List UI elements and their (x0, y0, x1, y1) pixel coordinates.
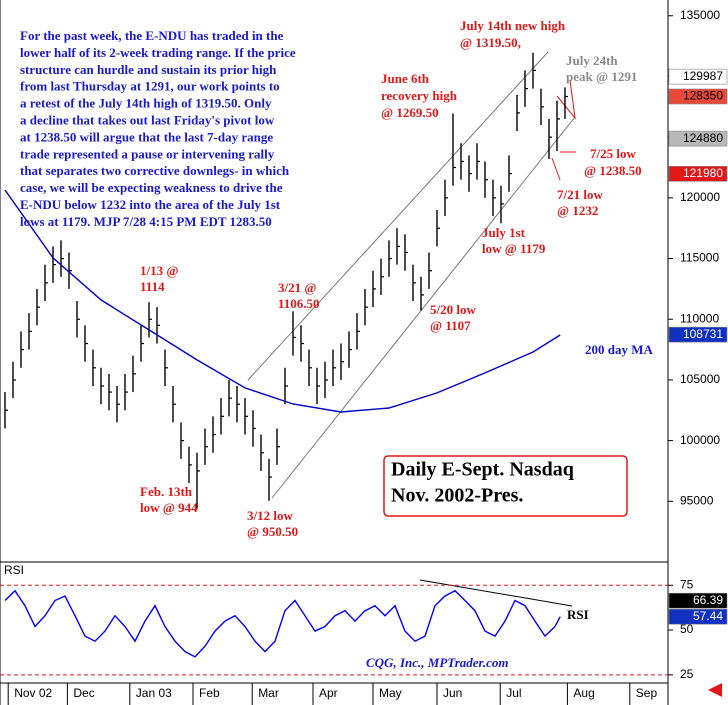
value-marker (668, 608, 728, 625)
x-tick-label: Jul (506, 686, 521, 700)
pointer (551, 157, 561, 181)
source: CQG, Inc., MPTrader.com (366, 655, 509, 670)
annotation: low @ 1179 (482, 241, 546, 256)
panel-label: RSI (4, 563, 24, 577)
value-marker-label: 128350 (683, 89, 723, 103)
annotation: @ 1269.50 (381, 105, 439, 120)
annotation: recovery high (381, 88, 458, 103)
x-tick-label: Jun (443, 686, 462, 700)
x-tick-label: Dec (73, 686, 94, 700)
y-tick-label: 75 (680, 577, 694, 591)
y-tick-label: 95000 (680, 493, 714, 507)
y-tick-label: 105000 (680, 372, 720, 386)
annotation: @ 1238.50 (584, 163, 642, 178)
annotation: Feb. 13th (140, 484, 193, 499)
channel-lower (271, 116, 576, 499)
chart-title: Daily E-Sept. Nasdaq (391, 459, 574, 481)
value-marker-label: 121980 (683, 166, 723, 180)
annotation: July 14th new high (460, 18, 566, 33)
value-marker-label: 66.39 (693, 593, 723, 607)
rsi-trendline (419, 579, 573, 607)
annotation: low @ 944 (140, 500, 198, 515)
annotation: 5/20 low (430, 302, 476, 317)
scroll-arrow (708, 683, 722, 697)
y-tick-label: 115000 (680, 251, 719, 265)
value-marker (668, 68, 728, 85)
value-marker (668, 130, 728, 147)
series-label: RSI (567, 607, 589, 622)
x-tick-label: May (379, 686, 402, 700)
y-tick-label: 100000 (680, 433, 720, 447)
annotation: lower half of its 2-week trading range. … (20, 45, 296, 60)
pointer (556, 79, 576, 120)
y-tick-label: 50 (680, 622, 694, 636)
value-marker (668, 592, 728, 609)
y-tick-label: 135000 (680, 8, 720, 22)
annotation: 3/12 low (247, 508, 293, 523)
series-line (4, 189, 561, 413)
annotation: peak @ 1291 (566, 69, 637, 84)
value-marker-label: 124880 (683, 131, 723, 145)
annotation: a decline that takes out last Friday's p… (20, 112, 275, 127)
y-tick-label: 120000 (680, 190, 720, 204)
x-tick-label: Nov 02 (14, 686, 52, 700)
annotation: trade represented a pause or intervening… (20, 146, 275, 161)
annotation: 7/25 low (590, 146, 636, 161)
x-tick-label: Aug (573, 686, 594, 700)
annotation: from last Thursday at 1291, our work poi… (20, 79, 280, 94)
annotation: at 1238.50 will argue that the last 7-da… (20, 129, 273, 144)
annotation: that separates two corrective downlegs- … (20, 163, 290, 178)
title-box (383, 455, 628, 517)
x-tick-label: Mar (258, 686, 279, 700)
value-marker (668, 166, 728, 182)
annotation: E-NDU below 1232 into the area of the Ju… (20, 197, 281, 212)
annotation: June 6th (381, 71, 430, 86)
annotation: @ 1319.50, (460, 35, 521, 50)
x-tick-label: Feb (199, 686, 220, 700)
annotation: 200 day MA (585, 342, 654, 357)
annotation: @ 950.50 (247, 524, 298, 539)
x-tick-label: Apr (319, 686, 338, 700)
annotation: 7/21 low (557, 187, 603, 202)
value-marker-label: 108731 (683, 327, 723, 341)
x-tick-label: Jan 03 (136, 686, 172, 700)
chart-title: Nov. 2002-Pres. (391, 485, 523, 507)
annotation: a retest of the July 14th high of 1319.5… (20, 96, 272, 111)
annotation: @ 1232 (557, 203, 598, 218)
annotation: case, we will be expecting weakness to d… (20, 180, 283, 195)
value-marker-label: 57.44 (693, 609, 723, 623)
x-tick-label: Sep (636, 686, 658, 700)
annotation: 1106.50 (278, 296, 320, 311)
y-tick-label: 110000 (680, 311, 719, 325)
y-tick-label: 25 (680, 667, 694, 681)
value-marker-label: 129987 (683, 69, 723, 83)
annotation: 3/21 @ (278, 280, 316, 295)
annotation: 1/13 @ (140, 263, 178, 278)
channel-upper (247, 51, 549, 381)
value-marker (668, 326, 728, 343)
annotation: @ 1107 (430, 318, 471, 333)
annotation: lows at 1179. MJP 7/28 4:15 PM EDT 1283.… (20, 214, 272, 229)
series-line (4, 589, 561, 658)
annotation: 1114 (140, 279, 165, 294)
value-marker (668, 88, 728, 105)
annotation: July 1st (482, 225, 526, 240)
annotation: structure can hurdle and sustain its pri… (20, 62, 277, 77)
annotation: July 24th (566, 53, 618, 68)
annotation: For the past week, the E-NDU has traded … (20, 28, 284, 43)
